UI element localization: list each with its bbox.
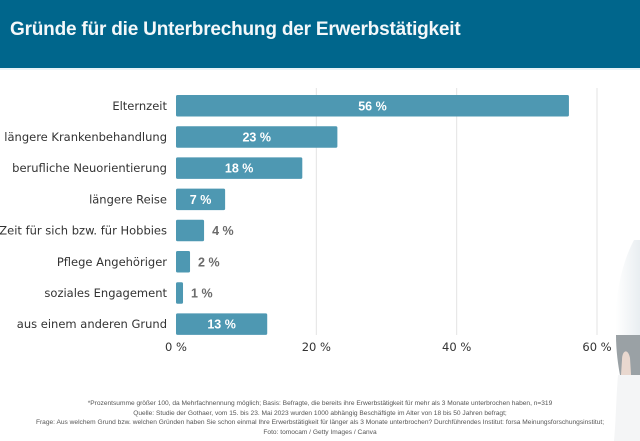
value-label: 7 % [190,193,212,207]
value-label: 4 % [212,224,234,238]
label-layer: Elternzeit 56 % längere Krankenbehandlung 2… [0,99,387,332]
bar [176,219,205,242]
category-label: längere Reise [89,192,167,206]
category-label: berufliche Neuorientierung [12,161,167,175]
category-label: Elternzeit [112,99,167,113]
bar-chart: Elternzeit 56 % längere Krankenbehandlung 2… [0,88,612,354]
category-label: längere Krankenbehandlung [4,130,167,144]
footnote-basis: *Prozentsumme größer 100, da Mehrfachnen… [87,400,553,407]
header-banner: Gründe für die Unterbrechung der Erwerbs… [0,0,640,68]
value-label: 13 % [207,318,236,332]
x-tick-label: 0 % [165,340,187,354]
bar [176,313,268,335]
bar [176,157,303,179]
category-label: Zeit für sich bzw. für Hobbies [0,224,167,238]
category-label: soziales Engagement [44,286,167,300]
value-label: 56 % [358,99,387,113]
bar [176,188,226,211]
bar [176,251,191,273]
category-label: aus einem anderen Grund [17,317,167,331]
bar-layer [176,95,569,335]
value-label: 18 % [225,162,254,176]
person-photo-fragment [614,240,640,441]
bar [176,95,569,117]
footnote-source: Quelle: Studie der Gothaer, vom 15. bis … [133,409,507,417]
tick-layer: 0 % 20 % 40 % 60 % [165,340,612,354]
x-tick-label: 40 % [442,340,471,354]
header-divider [0,68,640,70]
x-tick-label: 60 % [582,340,611,354]
grid-layer [315,88,598,335]
category-label: Pflege Angehöriger [57,255,167,269]
value-label: 2 % [198,255,220,269]
footnote-block: *Prozentsumme größer 100, da Mehrfachnen… [0,399,640,437]
bar [176,126,338,148]
x-tick-label: 20 % [302,340,331,354]
footnote-photo-credit: Foto: tomocam / Getty Images / Canva [263,428,377,436]
bar [176,282,184,304]
value-label: 23 % [242,130,271,144]
value-label: 1 % [191,286,213,300]
chart-title: Gründe für die Unterbrechung der Erwerbs… [10,19,461,40]
footnote-question: Frage: Aus welchem Grund bzw. welchen Gr… [35,419,605,426]
